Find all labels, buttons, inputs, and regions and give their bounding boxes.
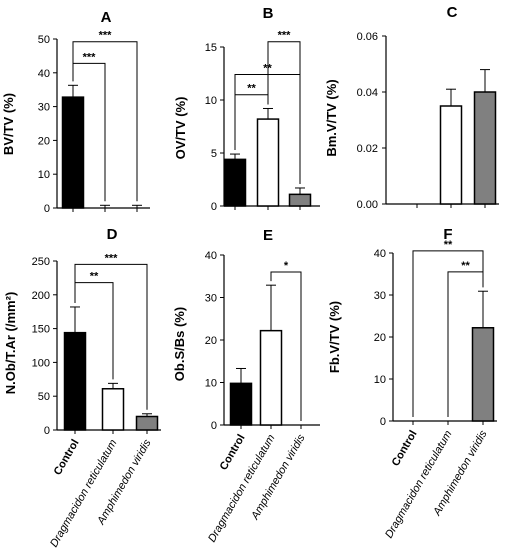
bar-dragmacidon — [256, 118, 280, 207]
significance-bracket — [270, 271, 302, 421]
bar-control — [61, 96, 85, 209]
panel-letter: D — [107, 226, 118, 243]
bar-amphimedon — [135, 415, 159, 431]
category-label: Control — [52, 438, 82, 478]
y-tick-label: 0 — [211, 420, 217, 432]
y-tick-label: 0.00 — [357, 199, 378, 211]
panel-letter: B — [263, 5, 274, 22]
y-tick-label: 0.04 — [357, 87, 378, 99]
y-tick-label: 20 — [374, 332, 386, 344]
bar-control — [63, 331, 87, 431]
significance-label: *** — [83, 51, 97, 63]
significance-bracket — [74, 263, 148, 410]
y-tick-label: 150 — [32, 324, 50, 336]
y-tick-label: 0 — [44, 425, 50, 437]
bar-dragmacidon — [101, 388, 125, 431]
y-axis-title: Bm.V/TV (%) — [324, 79, 339, 156]
y-tick-label: 30 — [205, 293, 217, 305]
y-tick-label: 10 — [205, 95, 217, 107]
y-axis-title: Ob.S/Bs (%) — [172, 307, 187, 381]
y-tick-label: 10 — [38, 169, 50, 181]
y-tick-label: 0.02 — [357, 143, 378, 155]
y-axis-title: N.Ob/T.Ar (/mm²) — [3, 292, 18, 395]
category-label: Control — [390, 429, 420, 469]
bar-control — [229, 382, 253, 426]
significance-label: ** — [444, 239, 453, 251]
significance-label: *** — [99, 30, 113, 42]
y-tick-label: 20 — [205, 335, 217, 347]
y-tick-label: 30 — [38, 102, 50, 114]
bar-amphimedon — [471, 327, 495, 422]
y-tick-label: 100 — [32, 357, 50, 369]
y-tick-label: 0.06 — [357, 31, 378, 43]
y-tick-label: 0 — [211, 201, 217, 213]
y-tick-label: 15 — [205, 42, 217, 54]
y-tick-label: 40 — [205, 250, 217, 262]
y-axis-title: Fb.V/TV (%) — [327, 301, 342, 373]
y-tick-label: 50 — [38, 391, 50, 403]
bar-amphimedon — [473, 91, 497, 205]
panel-c: C Bm.V/TV (%) 0.00 0.02 0.04 0.06 — [324, 4, 499, 211]
y-tick-label: 20 — [38, 135, 50, 147]
bar-control — [223, 158, 247, 207]
y-tick-label: 5 — [211, 148, 217, 160]
y-tick-label: 250 — [32, 256, 50, 268]
panel-a: A BV/TV (%) 0 10 20 30 40 50 ****** — [1, 9, 150, 215]
significance-label: ** — [247, 83, 256, 95]
significance-label: *** — [105, 252, 119, 264]
y-tick-label: 0 — [44, 203, 50, 215]
panel-e: EOb.S/Bs (%)010203040*ControlDragmacidon… — [172, 227, 320, 544]
panel-letter: A — [101, 9, 112, 26]
y-tick-label: 200 — [32, 290, 50, 302]
y-axis-title: OV/TV (%) — [173, 97, 188, 160]
y-tick-label: 40 — [38, 68, 50, 80]
bar-dragmacidon — [439, 105, 463, 205]
bar-amphimedon — [288, 193, 312, 207]
significance-bracket — [267, 41, 301, 184]
panel-letter: F — [443, 226, 452, 243]
y-tick-label: 10 — [374, 374, 386, 386]
y-tick-label: 10 — [205, 378, 217, 390]
panel-d: DN.Ob/T.Ar (/mm²)050100150200250*****Con… — [3, 226, 161, 549]
category-label: Dragmacidon reticulatum — [48, 438, 120, 550]
y-tick-label: 50 — [38, 34, 50, 46]
significance-label: * — [284, 260, 289, 272]
y-tick-label: 30 — [374, 290, 386, 302]
significance-label: *** — [278, 30, 292, 42]
panel-letter: C — [447, 4, 458, 21]
category-label: Control — [218, 433, 248, 473]
panel-f: F Fb.V/TV (%) 0 10 20 30 40 ** ** ControlDragmaci… — [327, 226, 497, 540]
bar-dragmacidon — [259, 329, 283, 426]
significance-bracket — [72, 41, 138, 202]
y-tick-label: 40 — [374, 248, 386, 260]
category-label: Amphimedon viridis — [249, 432, 308, 522]
significance-label: ** — [90, 271, 99, 283]
significance-bracket — [412, 250, 484, 417]
category-label: Dragmacidon reticulatum — [383, 429, 455, 541]
significance-label: ** — [461, 260, 470, 272]
y-tick-label: 0 — [380, 416, 386, 428]
y-axis-title: BV/TV (%) — [1, 93, 16, 155]
panel-letter: E — [263, 227, 273, 244]
